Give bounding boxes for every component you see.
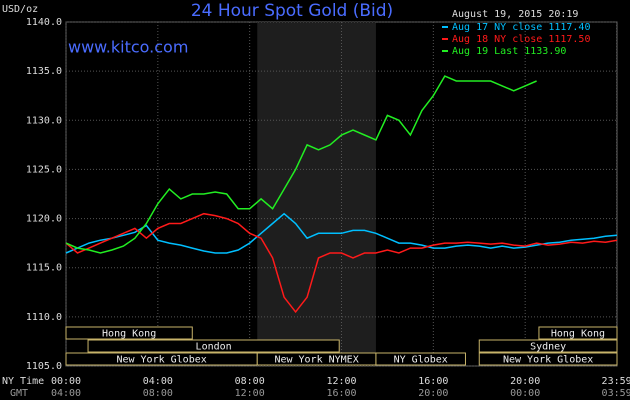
timestamp: August 19, 2015 20:19 bbox=[452, 9, 578, 20]
y-tick-label: 1115.0 bbox=[26, 263, 62, 274]
session-box bbox=[478, 339, 618, 353]
x2-tick-label: 00:00 bbox=[510, 388, 540, 399]
session-label: New York Globex bbox=[116, 355, 206, 366]
y-tick-label: 1135.0 bbox=[26, 66, 62, 77]
y-tick-label: 1110.0 bbox=[26, 312, 62, 323]
session-label: Hong Kong bbox=[551, 329, 605, 340]
x2-tick-label: 16:00 bbox=[326, 388, 356, 399]
legend-label: Aug 17 NY close 1117.40 bbox=[452, 22, 590, 33]
session-box bbox=[538, 326, 618, 340]
session-label: London bbox=[196, 342, 232, 353]
session-label: New York Globex bbox=[503, 355, 593, 366]
x-tick-label: 12:00 bbox=[326, 376, 356, 387]
y-tick-label: 1125.0 bbox=[26, 164, 62, 175]
session-label: New York NYMEX bbox=[274, 355, 358, 366]
y-tick-label: 1120.0 bbox=[26, 214, 62, 225]
session-box bbox=[65, 326, 193, 340]
series-line bbox=[65, 75, 537, 254]
legend-label: Aug 18 NY close 1117.50 bbox=[452, 34, 590, 45]
session-box bbox=[87, 339, 340, 353]
x-axis-label: NY Time bbox=[2, 376, 44, 387]
x-tick-label: 08:00 bbox=[235, 376, 265, 387]
x-tick-label: 04:00 bbox=[143, 376, 173, 387]
watermark: www.kitco.com bbox=[68, 38, 188, 57]
series-line bbox=[65, 212, 618, 314]
shaded-region bbox=[257, 22, 376, 366]
series-line bbox=[65, 212, 618, 254]
y-tick-label: 1105.0 bbox=[26, 361, 62, 372]
x2-tick-label: 20:00 bbox=[418, 388, 448, 399]
session-label: NY Globex bbox=[394, 355, 448, 366]
x2-tick-label: 12:00 bbox=[235, 388, 265, 399]
x2-tick-label: 04:00 bbox=[51, 388, 81, 399]
x-tick-label: 23:59 bbox=[602, 376, 630, 387]
y-tick-label: 1130.0 bbox=[26, 115, 62, 126]
x2-axis-label: GMT bbox=[10, 388, 28, 399]
x-tick-label: 20:00 bbox=[510, 376, 540, 387]
chart-title: 24 Hour Spot Gold (Bid) bbox=[191, 1, 393, 21]
x-tick-label: 00:00 bbox=[51, 376, 81, 387]
legend-label: Aug 19 Last 1133.90 bbox=[452, 46, 566, 57]
session-box bbox=[478, 352, 618, 366]
session-label: Hong Kong bbox=[102, 329, 156, 340]
y-tick-label: 1140.0 bbox=[26, 17, 62, 28]
x-tick-label: 16:00 bbox=[418, 376, 448, 387]
y-axis-label: USD/oz bbox=[2, 4, 38, 15]
x2-tick-label: 03:59 bbox=[602, 388, 630, 399]
session-label: Sydney bbox=[530, 342, 566, 353]
x2-tick-label: 08:00 bbox=[143, 388, 173, 399]
session-box bbox=[375, 352, 466, 366]
